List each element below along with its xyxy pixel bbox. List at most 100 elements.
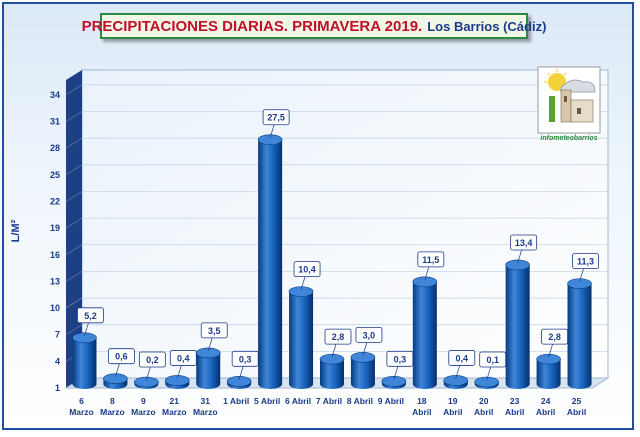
bar-top bbox=[134, 376, 159, 388]
bar-top bbox=[103, 373, 128, 384]
bar-body bbox=[196, 352, 221, 389]
y-tick-label: 4 bbox=[55, 356, 60, 366]
x-tick-label: Marzo bbox=[193, 407, 218, 417]
bar bbox=[103, 373, 128, 389]
data-label-leader bbox=[486, 366, 492, 381]
bar-top bbox=[505, 259, 530, 271]
data-label: 0,4 bbox=[456, 353, 469, 363]
logo-image bbox=[537, 66, 601, 134]
data-label-leader bbox=[362, 342, 368, 356]
data-label-leader bbox=[393, 366, 399, 380]
bar bbox=[257, 134, 283, 389]
bar-top bbox=[536, 353, 561, 365]
x-tick-label: 31 bbox=[201, 396, 211, 406]
x-tick-label: 8 bbox=[110, 396, 115, 406]
x-tick-label: 1 Abril bbox=[223, 396, 249, 406]
x-tick-label: Marzo bbox=[69, 407, 94, 417]
bar bbox=[319, 353, 345, 389]
data-label: 11,3 bbox=[577, 257, 594, 267]
data-label-box bbox=[262, 109, 290, 126]
bar-body bbox=[350, 357, 375, 389]
bar bbox=[567, 278, 592, 389]
x-tick-label: 25 bbox=[572, 396, 582, 406]
x-tick-label: Marzo bbox=[131, 407, 156, 417]
x-tick-label: Marzo bbox=[100, 407, 125, 417]
y-tick-label: 22 bbox=[50, 196, 60, 206]
data-label: 11,5 bbox=[422, 255, 439, 265]
y-tick-label: 28 bbox=[50, 143, 60, 153]
y-tick-label: 13 bbox=[50, 276, 60, 286]
data-label-box bbox=[572, 253, 599, 270]
x-tick-label: 18 bbox=[417, 396, 427, 406]
data-label-box bbox=[293, 261, 321, 278]
x-tick-label: 9 Abril bbox=[378, 396, 404, 406]
x-tick-label: Marzo bbox=[162, 407, 187, 417]
data-label-box bbox=[108, 348, 135, 365]
y-tick-label: 1 bbox=[55, 383, 60, 393]
bar bbox=[72, 332, 97, 389]
bar-body bbox=[258, 139, 283, 389]
bar-top bbox=[288, 286, 314, 297]
bar-top bbox=[195, 347, 221, 359]
data-label-leader bbox=[424, 266, 430, 280]
x-tick-label: 8 Abril bbox=[347, 396, 373, 406]
data-label-leader bbox=[176, 365, 182, 379]
x-tick-label: 9 bbox=[141, 396, 146, 406]
bar-top bbox=[72, 332, 97, 344]
data-label: 13,4 bbox=[515, 238, 533, 248]
data-label-leader bbox=[300, 276, 306, 290]
data-label-leader bbox=[238, 366, 244, 380]
x-tick-label: 24 bbox=[541, 396, 551, 406]
data-label: 0,3 bbox=[394, 354, 407, 364]
data-label: 3,0 bbox=[363, 330, 376, 340]
x-tick-label: 21 bbox=[170, 396, 180, 406]
data-label-box bbox=[417, 251, 445, 268]
y-tick-label: 25 bbox=[50, 170, 60, 180]
gridline-side bbox=[65, 271, 83, 282]
data-label: 27,5 bbox=[267, 113, 285, 123]
gridline-side bbox=[65, 324, 83, 335]
bar-top bbox=[319, 353, 345, 365]
bar bbox=[288, 286, 314, 389]
x-tick-label: 6 bbox=[79, 396, 84, 406]
x-tick-label: 20 bbox=[479, 396, 489, 406]
data-label-box bbox=[448, 350, 476, 366]
bar bbox=[381, 376, 407, 389]
data-label-box bbox=[169, 350, 197, 366]
bar-body bbox=[536, 359, 561, 389]
y-tick-label: 19 bbox=[50, 223, 60, 233]
bar bbox=[164, 375, 190, 389]
data-label-leader bbox=[146, 366, 151, 381]
chart-title-main: PRECIPITACIONES DIARIAS. PRIMAVERA 2019. bbox=[81, 17, 423, 35]
bar-top bbox=[381, 376, 407, 387]
gridline-side bbox=[65, 111, 83, 122]
chart-title-location: Los Barrios (Cádiz) bbox=[427, 18, 547, 34]
bar-body bbox=[412, 281, 437, 389]
gridline-side bbox=[65, 84, 83, 96]
chart-title: PRECIPITACIONES DIARIAS. PRIMAVERA 2019.… bbox=[82, 13, 546, 39]
logo-text: infometeobarrios bbox=[540, 135, 598, 142]
bar-body bbox=[320, 359, 344, 389]
y-tick-label: 31 bbox=[50, 117, 60, 127]
y-tick-label: 34 bbox=[50, 90, 60, 100]
data-label-box bbox=[355, 326, 383, 343]
x-tick-label: 5 Abril bbox=[254, 396, 280, 406]
x-tick-label: Abril bbox=[567, 407, 586, 417]
y-axis: 1 4 7 10 13 16 19 22 25 28 31 34 bbox=[50, 90, 60, 393]
data-label: 0,4 bbox=[177, 353, 190, 363]
data-label-leader bbox=[269, 124, 275, 138]
bar bbox=[443, 375, 469, 389]
data-label-leader bbox=[517, 249, 522, 264]
bar-body bbox=[72, 337, 97, 389]
data-label-leader bbox=[455, 365, 461, 379]
bar-top bbox=[412, 276, 438, 288]
y-tick-label: 16 bbox=[50, 250, 60, 260]
data-label: 0,1 bbox=[486, 355, 499, 365]
data-label-box bbox=[324, 328, 352, 345]
data-label: 0,3 bbox=[239, 354, 252, 364]
x-tick-label: 7 Abril bbox=[316, 396, 342, 406]
data-label-leader bbox=[331, 344, 337, 358]
data-label: 3,5 bbox=[208, 326, 221, 336]
x-tick-label: Abril bbox=[443, 407, 462, 417]
